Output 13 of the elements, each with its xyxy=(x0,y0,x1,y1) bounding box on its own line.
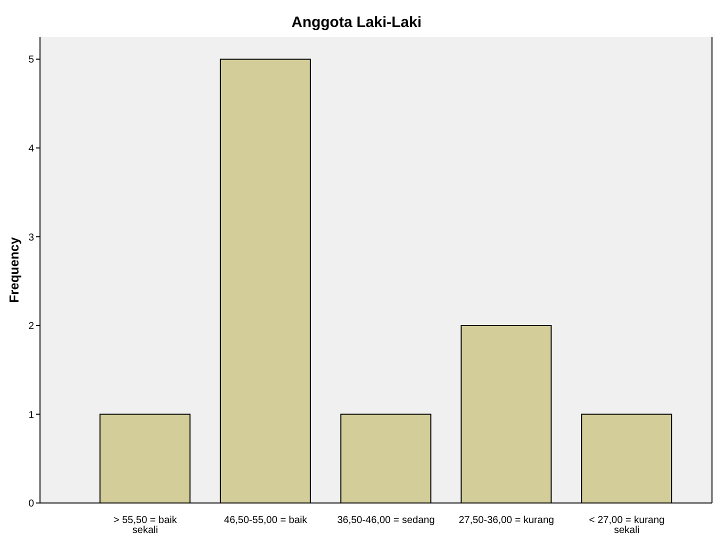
y-tick-label: 3 xyxy=(28,232,34,244)
y-tick-label: 1 xyxy=(28,410,34,421)
x-tick-label: < 27,00 = kurang sekali xyxy=(588,515,665,536)
y-tick-label: 4 xyxy=(28,144,34,154)
x-tick-label: > 55,50 = baik sekali xyxy=(114,515,178,536)
y-axis-title: Frequency xyxy=(6,237,22,303)
y-tick-label: 0 xyxy=(28,498,34,510)
x-tick-label: 27,50-36,00 = kurang xyxy=(458,515,554,526)
y-tick-label: 5 xyxy=(28,54,34,66)
x-tick-label: 46,50-55,00 = baik xyxy=(224,515,308,526)
y-tick-label: 2 xyxy=(28,321,34,332)
chart-title: Anggota Laki-Laki xyxy=(290,14,422,31)
x-tick-label: 36,50-46,00 = sedang xyxy=(337,515,435,526)
